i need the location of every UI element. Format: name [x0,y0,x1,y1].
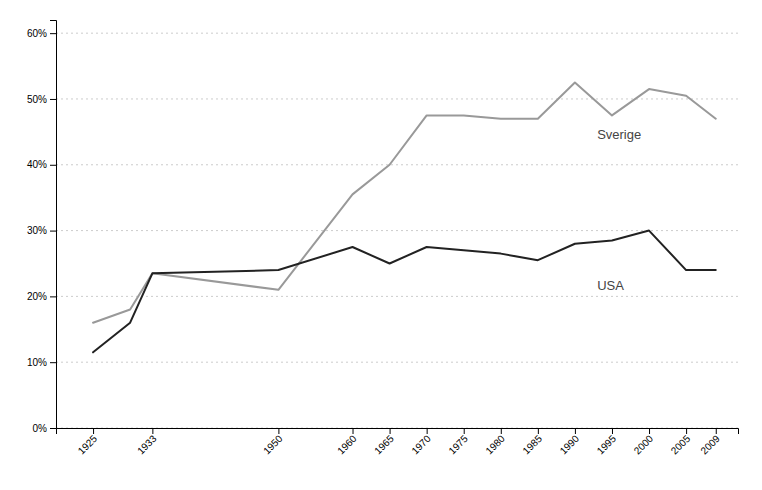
tick-label: 2009 [698,433,722,457]
tick-mark [152,428,153,434]
tick-mark [50,362,56,363]
y-tick: 30% [27,225,56,236]
axis-line [50,21,57,429]
tick-label: 40% [27,159,47,170]
tick-mark [464,428,465,434]
y-tick: 40% [27,159,56,170]
tick-label: 60% [27,28,47,39]
x-tick: 1925 [76,428,100,456]
tick-mark [50,428,56,429]
tick-label: 20% [27,291,47,302]
axis-line [57,429,739,435]
tick-label: 1950 [261,433,285,457]
tick-label: 0% [33,423,48,434]
tick-label: 1925 [76,433,100,457]
x-tick: 1933 [135,428,159,456]
y-axis: 0% 10% 20% 30% 40% 50% 60% [27,21,57,434]
tick-mark [501,428,502,434]
plot: 1925 1933 1950 1960 1965 1970 1975 1980 1985 1990… [27,21,739,457]
tick-mark [50,165,56,166]
x-tick: 1995 [595,428,619,456]
grid-line [56,33,738,34]
y-tick: 0% [33,423,56,434]
tick-label: 50% [27,94,47,105]
tick-mark [278,428,279,434]
tick-label: 30% [27,225,47,236]
x-tick: 1965 [372,428,396,456]
line [93,83,716,323]
tick-mark [612,428,613,434]
tick-mark [649,428,650,434]
series-group [93,83,716,353]
line [93,231,716,353]
x-tick: 1970 [409,428,433,456]
tick-mark [50,99,56,100]
tick-label: 1995 [595,433,619,457]
tick-label: 1960 [335,433,359,457]
tick-label: 1980 [483,433,507,457]
annotation: Sverige [597,127,641,142]
tick-mark [427,428,428,434]
tick-label: 1985 [520,433,544,457]
tick-mark [93,428,94,434]
grid [56,33,738,428]
x-tick: 2009 [698,428,722,456]
tick-mark [50,296,56,297]
tick-mark [686,428,687,434]
tick-mark [390,428,391,434]
grid-line [56,362,738,363]
y-tick: 60% [27,28,56,39]
tick-mark [50,231,56,232]
y-tick: 10% [27,357,56,368]
x-tick: 1975 [446,428,470,456]
tick-label: 1933 [135,433,159,457]
tick-label: 2000 [632,433,656,457]
y-tick: 50% [27,94,56,105]
tick-mark [538,428,539,434]
grid-line [56,164,738,165]
x-tick: 1985 [520,428,544,456]
x-tick: 1980 [483,428,507,456]
tick-label: 1990 [558,433,582,457]
tick-label: 10% [27,357,47,368]
tick-mark [716,428,717,434]
tick-mark [353,428,354,434]
x-tick: 2000 [632,428,656,456]
grid-line [56,230,738,231]
x-tick: 1960 [335,428,359,456]
x-axis: 1925 1933 1950 1960 1965 1970 1975 1980 1985 1990… [57,428,739,456]
annotations: Sverige USA [597,127,641,293]
y-tick: 20% [27,291,56,302]
tick-label: 1965 [372,433,396,457]
chart: 1925 1933 1950 1960 1965 1970 1975 1980 1985 1990… [0,0,762,490]
grid-line [56,296,738,297]
tick-label: 1970 [409,433,433,457]
tick-mark [50,33,56,34]
annotation: USA [597,278,624,293]
x-tick: 1950 [261,428,285,456]
tick-label: 2005 [669,433,693,457]
x-tick: 1990 [558,428,582,456]
x-tick: 2005 [669,428,693,456]
tick-label: 1975 [446,433,470,457]
tick-mark [575,428,576,434]
